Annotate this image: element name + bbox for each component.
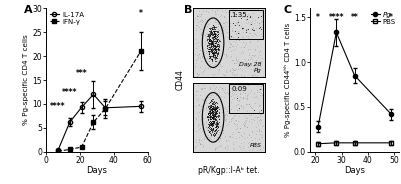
Legend: Pg, PBS: Pg, PBS bbox=[371, 12, 395, 25]
Text: B: B bbox=[184, 5, 193, 15]
Text: *: * bbox=[389, 13, 393, 22]
X-axis label: Days: Days bbox=[86, 166, 107, 175]
Text: C: C bbox=[284, 5, 292, 15]
Text: *: * bbox=[139, 9, 143, 18]
Text: A: A bbox=[24, 5, 32, 15]
Text: ****: **** bbox=[328, 13, 344, 22]
Text: ****: **** bbox=[62, 88, 77, 97]
Y-axis label: % Pg-specific CD4 T cells: % Pg-specific CD4 T cells bbox=[23, 35, 29, 125]
Y-axis label: % Pg-specific CD44ʰʰ CD4 T cells: % Pg-specific CD44ʰʰ CD4 T cells bbox=[284, 23, 291, 137]
X-axis label: Days: Days bbox=[344, 166, 365, 175]
Legend: IL-17A, IFN-γ: IL-17A, IFN-γ bbox=[50, 12, 84, 25]
Text: ****: **** bbox=[50, 102, 66, 111]
Text: pR/Kgp::I-Aᵇ tet.: pR/Kgp::I-Aᵇ tet. bbox=[198, 166, 260, 175]
Text: CD44: CD44 bbox=[176, 70, 184, 91]
Text: **: ** bbox=[351, 13, 358, 22]
Text: *: * bbox=[316, 13, 320, 22]
Text: ***: *** bbox=[76, 69, 87, 78]
